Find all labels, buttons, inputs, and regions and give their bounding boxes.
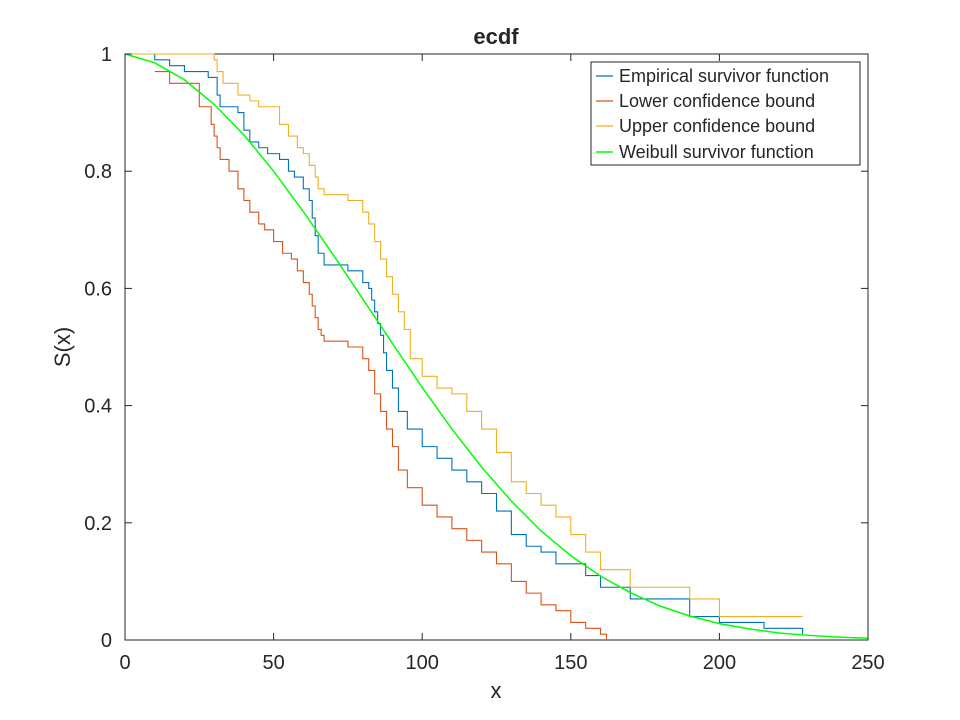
x-tick-label: 250 [851,652,884,674]
x-tick-label: 100 [406,652,439,674]
legend: Empirical survivor function Lower confid… [590,61,861,166]
series-line-upper-confidence-bound [125,53,803,618]
y-tick-label: 0.2 [84,513,112,535]
legend-label-empirical: Empirical survivor function [619,66,829,86]
y-tick-label: 0.4 [84,396,112,418]
x-tick-label: 0 [119,652,130,674]
tick-layer: 0 50 100 150 200 250 0 0.2 0.4 0.6 0.8 1 [84,44,885,674]
chart-title: ecdf [473,24,519,49]
x-tick-label: 50 [262,652,284,674]
x-tick-label: 150 [554,652,587,674]
y-axis-label: S(x) [50,327,75,367]
legend-box [590,61,861,166]
x-tick-label: 200 [703,652,736,674]
y-tick-label: 0 [101,630,112,652]
legend-label-weibull: Weibull survivor function [619,142,814,162]
series-line-weibull-survivor-function [124,53,869,639]
legend-label-lower: Lower confidence bound [619,91,815,111]
series-line-empirical-survivor-function [125,53,804,635]
y-tick-label: 0.6 [84,278,112,300]
legend-label-upper: Upper confidence bound [619,116,815,136]
x-axis-label: x [491,678,502,703]
y-tick-label: 1 [101,44,112,66]
series-line-lower-confidence-bound [154,71,608,640]
series-layer [124,53,869,640]
y-tick-label: 0.8 [84,161,112,183]
